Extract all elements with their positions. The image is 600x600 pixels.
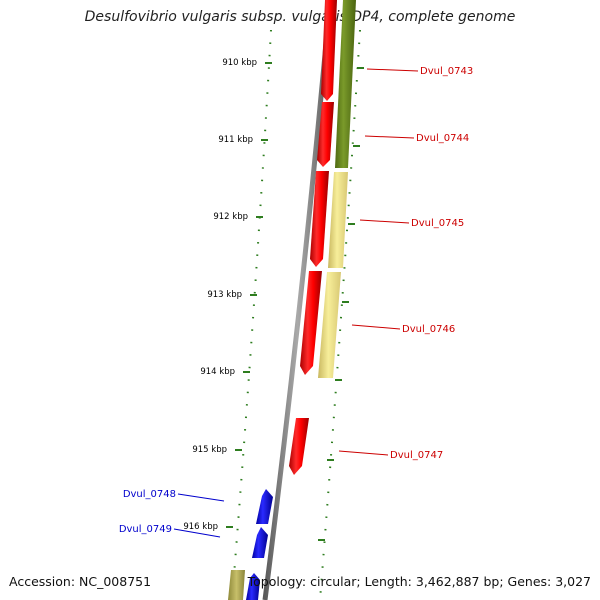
inner-tick-track <box>319 29 361 600</box>
gene-label-dvul-0746[interactable]: Dvul_0746 <box>402 324 455 335</box>
gene-arrow-dvul-0744 <box>317 102 334 167</box>
gene-arrow-dvul-0747 <box>289 418 309 475</box>
outer-tick-track <box>231 29 272 600</box>
genome-summary-text: Topology: circular; Length: 3,462,887 bp… <box>247 574 591 589</box>
khaki-feature-2 <box>318 272 341 378</box>
gene-label-dvul-0749[interactable]: Dvul_0749 <box>119 524 172 535</box>
scale-label-911: 911 kbp <box>218 135 253 145</box>
gene-arrow-dvul-0745 <box>310 171 329 267</box>
leader-dvul-0745 <box>359 219 410 224</box>
gene-label-dvul-0743[interactable]: Dvul_0743 <box>420 66 473 77</box>
gene-label-dvul-0748[interactable]: Dvul_0748 <box>123 489 176 500</box>
inner-ticks <box>318 67 364 541</box>
gene-label-dvul-0744[interactable]: Dvul_0744 <box>416 133 469 144</box>
gene-label-dvul-0747[interactable]: Dvul_0747 <box>390 450 443 461</box>
scale-label-915: 915 kbp <box>192 445 227 455</box>
tan-feature-1 <box>228 570 245 600</box>
gene-label-dvul-0745[interactable]: Dvul_0745 <box>411 218 464 229</box>
gene-arrow-dvul-0748 <box>256 489 273 524</box>
leader-dvul-0743 <box>366 68 419 72</box>
scale-label-914: 914 kbp <box>200 367 235 377</box>
leader-dvul-0747 <box>338 450 389 456</box>
olive-feature-1 <box>335 0 356 168</box>
accession-text: Accession: NC_008751 <box>9 574 152 589</box>
gene-arrow-dvul-0743 <box>321 0 337 101</box>
scale-ticks: 910 kbp 911 kbp 912 kbp 913 kbp 914 kbp … <box>183 58 272 532</box>
leader-dvul-0749 <box>173 528 221 538</box>
scale-label-916: 916 kbp <box>183 522 218 532</box>
scale-label-913: 913 kbp <box>207 290 242 300</box>
leader-dvul-0746 <box>351 324 401 330</box>
leader-dvul-0744 <box>364 135 415 139</box>
gene-arrow-dvul-0749 <box>252 527 268 558</box>
khaki-feature-1 <box>328 172 348 268</box>
scale-label-912: 912 kbp <box>213 212 248 222</box>
scale-label-910: 910 kbp <box>222 58 257 68</box>
gene-arrow-dvul-0746 <box>300 271 322 375</box>
genome-title: Desulfovibrio vulgaris subsp. vulgaris D… <box>84 9 516 25</box>
leader-dvul-0748 <box>177 493 225 502</box>
genome-backbone <box>262 0 333 600</box>
gene-arrow-partial <box>246 573 260 600</box>
